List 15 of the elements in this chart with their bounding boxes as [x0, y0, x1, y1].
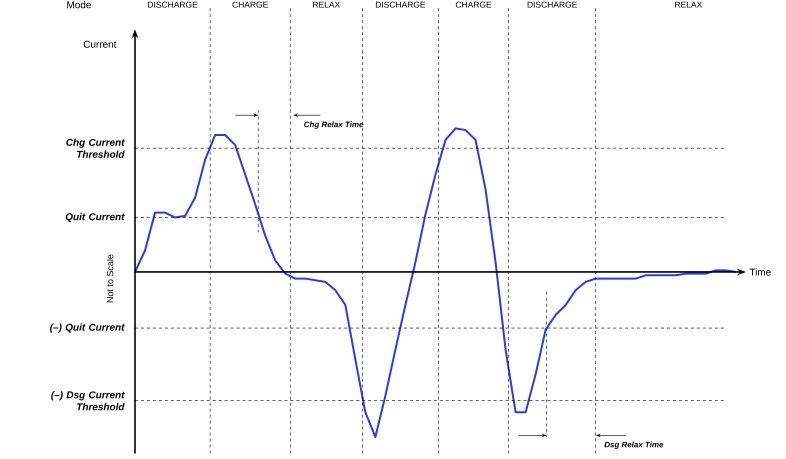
- text: DISCHARGE: [148, 2, 198, 8]
- text: CHARGE: [456, 2, 492, 8]
- ref-line-label: Chg Current Threshold: [66, 138, 125, 158]
- ref-line-label: (–) Dsg Current Threshold: [51, 391, 125, 410]
- x-axis-title: Time: [750, 268, 771, 276]
- text: RELAX: [313, 2, 340, 8]
- ref-line-label: (–) Quit Current: [50, 323, 125, 333]
- text: DISCHARGE: [528, 2, 577, 8]
- text: RELAX: [675, 2, 702, 8]
- text: DISCHARGE: [376, 2, 426, 8]
- text: Mode: [67, 0, 91, 8]
- text: Not to Scale: [106, 254, 114, 302]
- text: Current: [84, 40, 116, 48]
- ref-line-label: Quit Current: [66, 212, 125, 222]
- text: CHARGE: [232, 2, 268, 8]
